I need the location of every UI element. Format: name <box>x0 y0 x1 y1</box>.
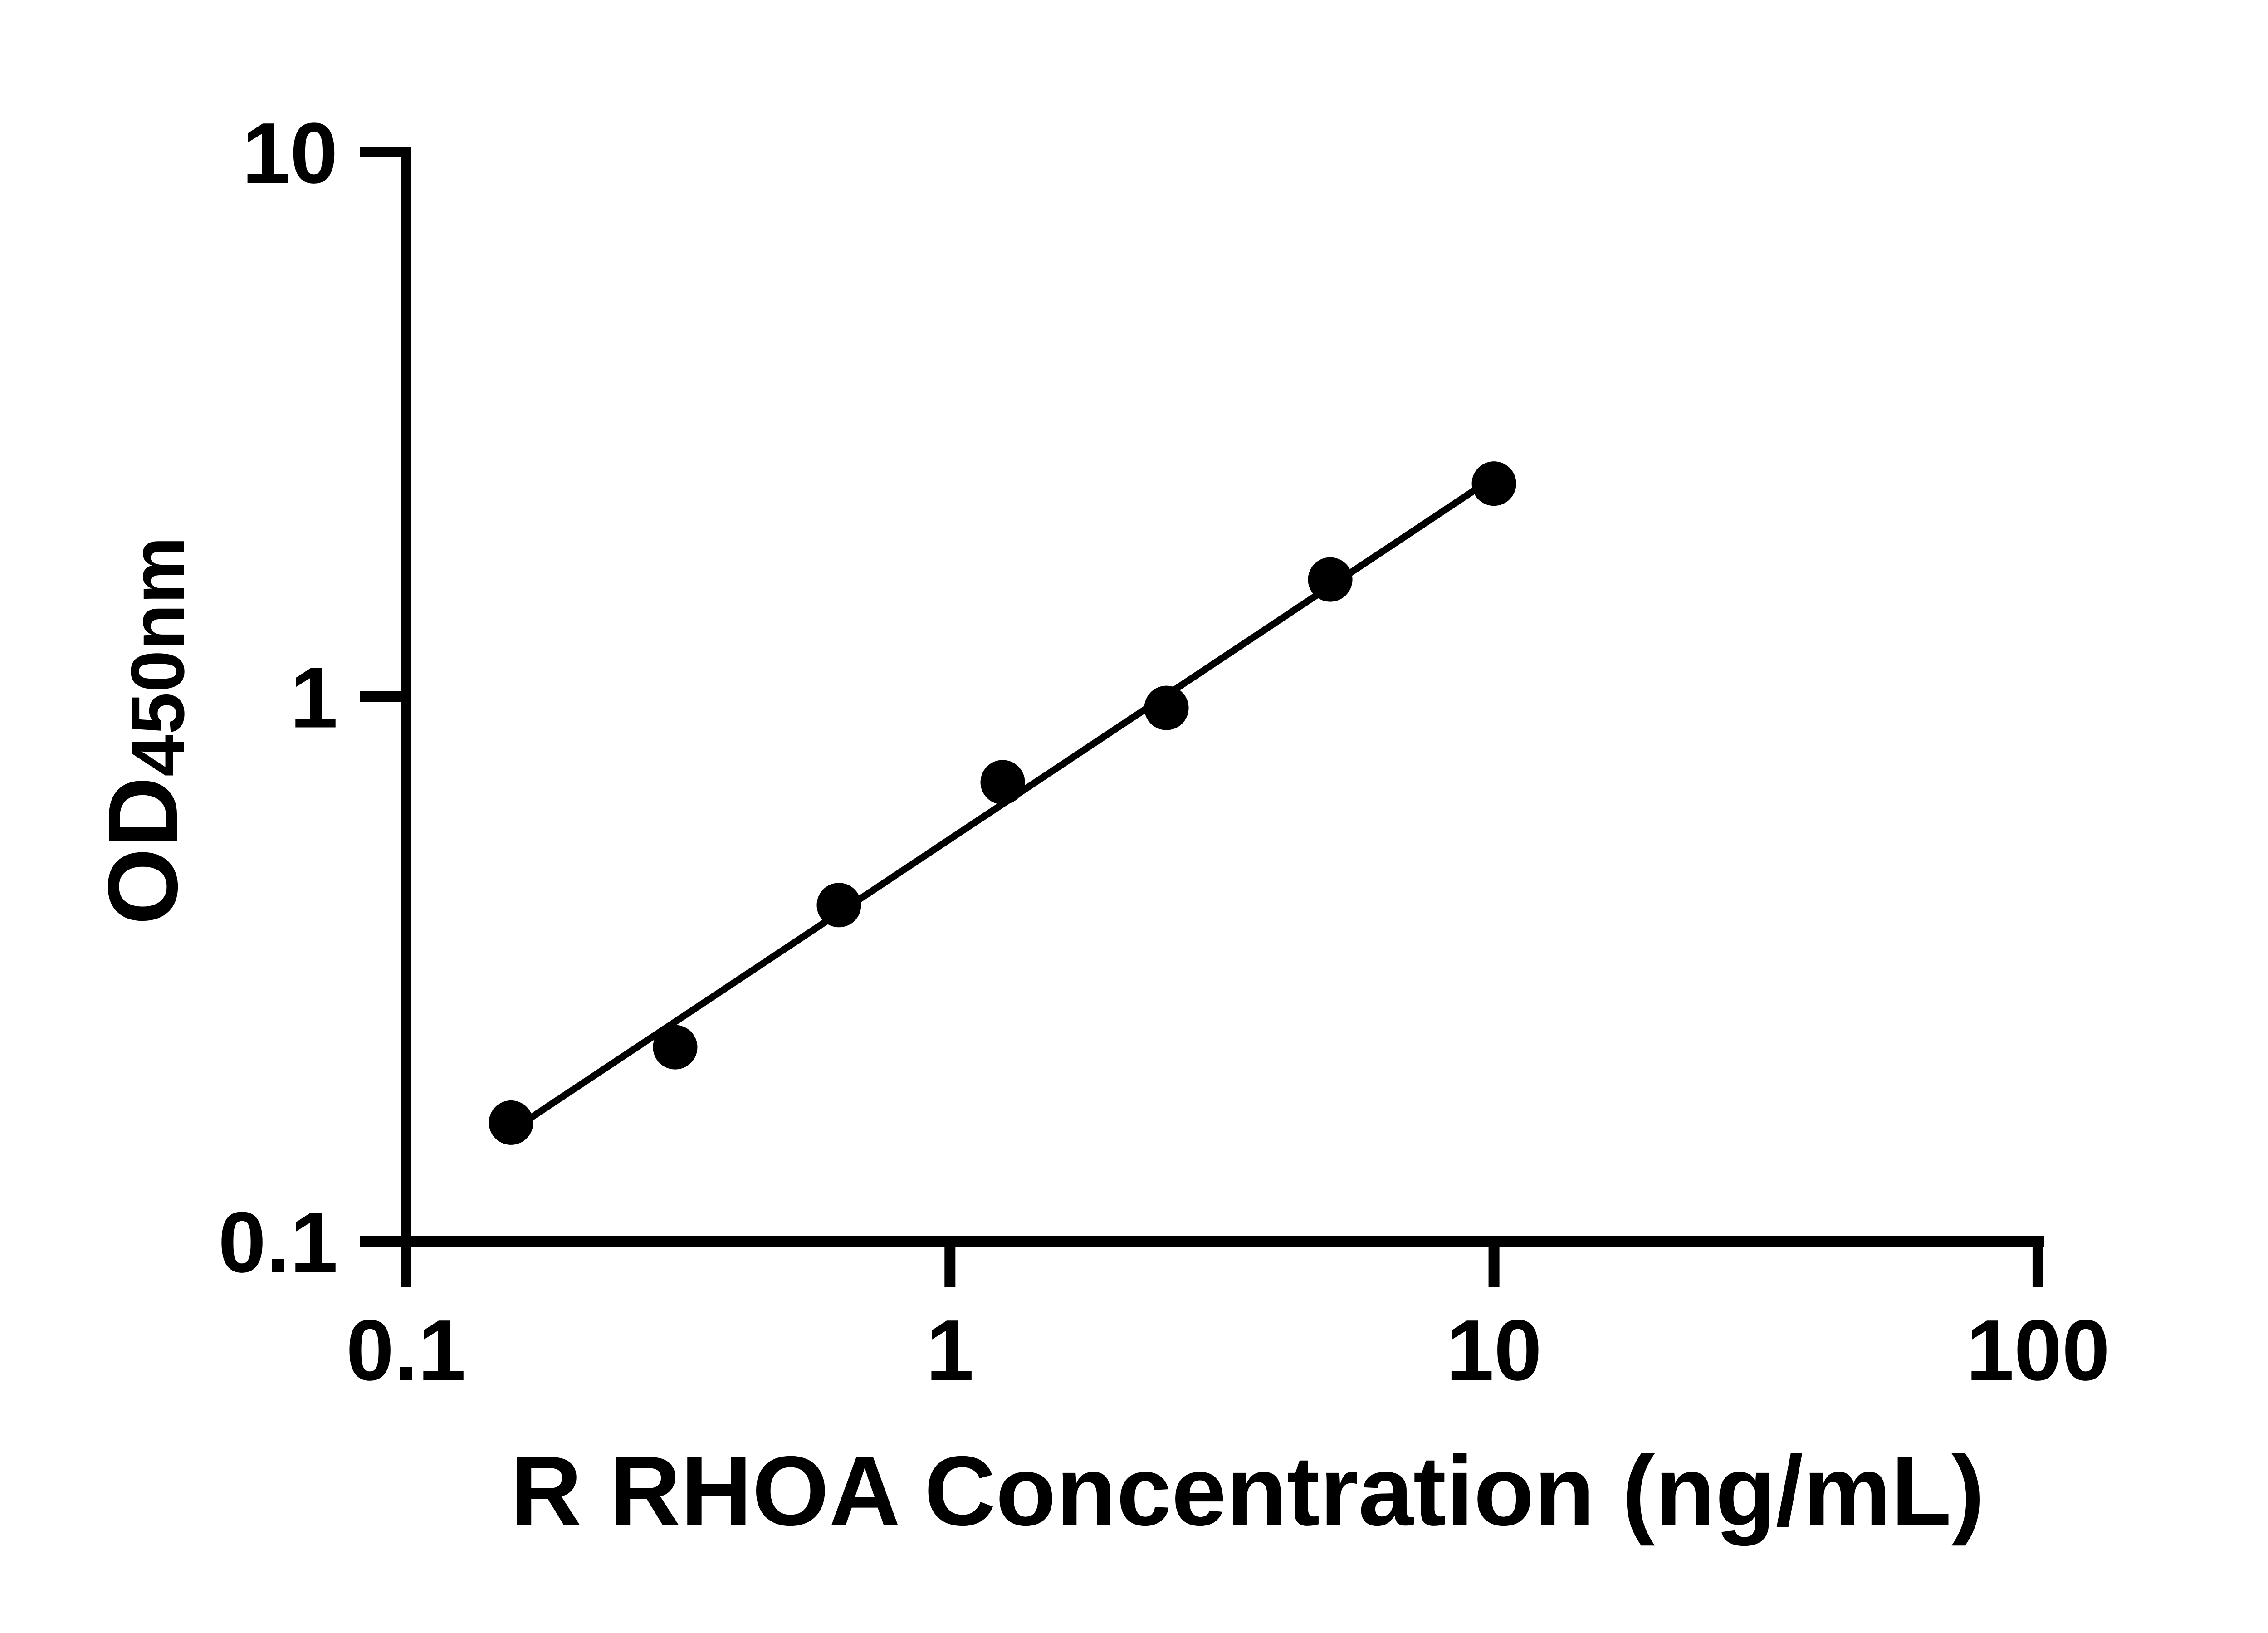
x-axis-title: R RHOA Concentration (ng/mL) <box>510 1436 1984 1546</box>
x-tick-label: 10 <box>1446 1302 1542 1398</box>
y-axis-line <box>401 147 411 1287</box>
data-point <box>1144 685 1189 730</box>
y-tick-label: 10 <box>242 105 338 201</box>
y-tick <box>360 1236 401 1247</box>
y-tick <box>360 147 401 157</box>
x-tick <box>1488 1247 1500 1287</box>
y-tick-label: 1 <box>290 650 338 746</box>
data-point <box>1471 461 1516 506</box>
y-tick-label: 0.1 <box>218 1194 338 1291</box>
data-point <box>816 883 861 928</box>
x-tick <box>2032 1247 2043 1287</box>
x-tick-label: 1 <box>926 1302 974 1398</box>
x-tick-label: 100 <box>1966 1302 2110 1398</box>
y-axis-title: OD450nm <box>88 537 200 925</box>
data-point <box>980 760 1025 805</box>
x-tick <box>944 1247 956 1287</box>
data-point <box>489 1100 533 1145</box>
x-axis-line <box>361 1236 2044 1247</box>
x-tick <box>401 1247 411 1287</box>
x-tick-label: 0.1 <box>346 1302 466 1398</box>
y-tick <box>360 691 401 702</box>
data-point <box>653 1025 698 1070</box>
data-point <box>1308 557 1353 602</box>
